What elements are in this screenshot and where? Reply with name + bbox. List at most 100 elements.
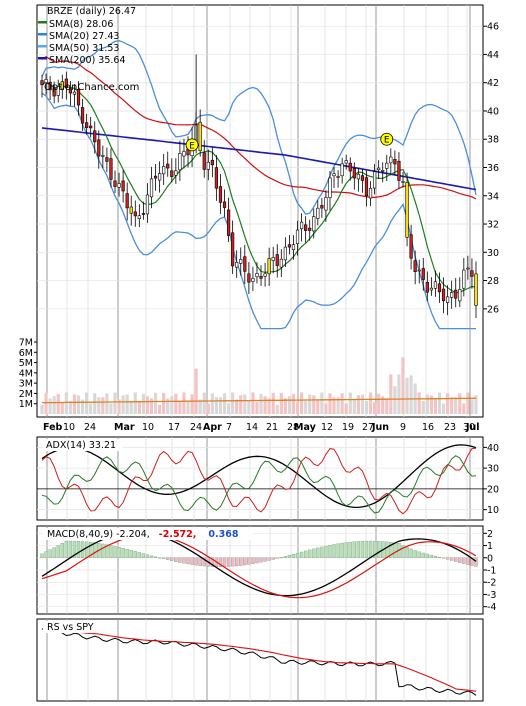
candle-body: [344, 160, 348, 164]
candle-body: [44, 79, 48, 84]
macd-histogram-bar: [239, 557, 243, 566]
macd-histogram-bar: [462, 557, 466, 564]
volume-bar: [429, 395, 433, 414]
macd-histogram-bar: [129, 550, 133, 558]
volume-bar: [222, 393, 227, 414]
volume-bar: [381, 396, 385, 414]
macd-histogram-bar: [76, 541, 81, 558]
candle-body: [247, 273, 251, 283]
macd-histogram-bar: [190, 557, 194, 565]
macd-histogram-bar: [40, 553, 44, 558]
macd-histogram-bar: [271, 557, 275, 560]
candle-body: [401, 181, 405, 183]
macd-histogram-bar: [166, 557, 170, 560]
macd-histogram-bar: [413, 550, 417, 558]
candle-body: [316, 207, 320, 219]
y-tick-label: 42: [487, 78, 499, 89]
legend-label: SMA(200) 35.64: [49, 55, 126, 66]
candle-body: [101, 155, 105, 157]
volume-bar: [377, 393, 381, 414]
x-tick-label: 14: [246, 422, 258, 433]
y-tick-label: 26: [487, 304, 499, 315]
sma200-line: [41, 127, 477, 191]
macd-histogram-bar: [328, 545, 332, 558]
candle-body: [462, 269, 466, 289]
macd-histogram-bar: [267, 557, 271, 561]
volume-bar: [40, 404, 44, 414]
macd-histogram-bar: [308, 549, 312, 558]
macd-histogram-bar: [372, 540, 377, 558]
candle-body: [153, 175, 158, 179]
volume-bar: [44, 392, 48, 414]
volume-bar: [182, 392, 186, 414]
volume-bar: [141, 393, 146, 414]
volume-bar: [72, 394, 77, 414]
candle-body: [332, 173, 336, 177]
candle-body: [283, 246, 287, 261]
candle-body: [60, 81, 64, 90]
volume-bar: [446, 393, 450, 414]
volume-bar: [271, 392, 275, 414]
candle-body: [437, 283, 442, 293]
macd-histogram-bar: [141, 553, 146, 558]
candle-body: [441, 288, 446, 302]
candle-body: [336, 176, 340, 178]
rs-panel: RS vs SPY: [36, 618, 484, 702]
candle-body: [125, 193, 129, 209]
volume-bar: [64, 392, 68, 414]
candle-body: [178, 153, 182, 171]
volume-bar: [76, 395, 81, 414]
x-tick-label: 9: [400, 422, 406, 433]
candle-body: [231, 232, 235, 267]
volume-bar: [360, 394, 365, 414]
candle-body: [389, 156, 393, 164]
macd-histogram-bar: [84, 541, 89, 558]
candle-body: [429, 287, 433, 291]
macd-histogram-bar: [222, 557, 227, 567]
candle-body: [324, 197, 328, 211]
adx-line: [41, 444, 477, 509]
y-tick-label: 30: [487, 248, 499, 259]
x-tick-label: Mar: [114, 422, 135, 433]
volume-tick-label: 3M: [19, 379, 33, 390]
candle-body: [76, 89, 81, 106]
y-tick-label: 2: [487, 529, 493, 540]
candle-body: [328, 177, 332, 198]
candle-body: [226, 209, 231, 236]
volume-bar: [198, 399, 202, 414]
volume-bar: [458, 393, 462, 414]
volume-bar: [190, 394, 194, 414]
candle-body: [56, 86, 60, 96]
volume-bar: [462, 403, 466, 414]
macd-histogram-bar: [295, 552, 300, 558]
candle-body: [149, 178, 154, 198]
y-tick-label: 34: [487, 191, 499, 202]
macd-histogram-bar: [405, 547, 409, 558]
watermark: OptionChance.com: [44, 82, 139, 93]
candle-body: [80, 107, 85, 124]
candle-body: [174, 170, 178, 176]
macd-histogram-bar: [194, 557, 198, 566]
volume-bar: [364, 400, 369, 414]
candle-body: [340, 163, 344, 177]
candle-body: [117, 183, 121, 188]
macd-histogram-bar: [356, 541, 361, 558]
price-panel-frame: [36, 4, 484, 418]
volume-tick-label: 4M: [19, 368, 33, 379]
macd-histogram-bar: [312, 548, 316, 558]
y-tick-label: 40: [487, 106, 499, 117]
candle-body: [364, 177, 369, 197]
macd-histogram-bar: [364, 540, 369, 558]
macd-histogram-bar: [409, 548, 413, 558]
macd-histogram-bar: [48, 549, 52, 558]
candle-body: [466, 267, 470, 270]
macd-histogram-bar: [101, 543, 105, 558]
y-tick-label: 38: [487, 135, 499, 146]
macd-histogram-bar: [210, 557, 215, 567]
macd-histogram-bar: [182, 557, 186, 564]
macd-histogram-bar: [275, 557, 279, 559]
macd-histogram-bar: [303, 550, 308, 558]
y-tick-label: 1: [487, 541, 493, 552]
